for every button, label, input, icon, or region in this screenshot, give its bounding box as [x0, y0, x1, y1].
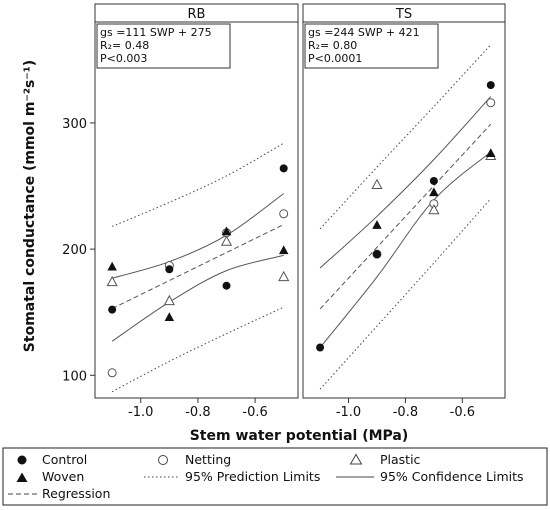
prediction-upper-line	[319, 44, 492, 230]
control-point	[372, 250, 381, 259]
x-axis-title: Stem water potential (MPa)	[190, 428, 409, 444]
woven-point	[372, 220, 382, 229]
x-tick-label: -0.8	[185, 405, 210, 420]
plot-frame	[302, 21, 506, 399]
plastic-point	[428, 203, 440, 215]
x-tick-label: -1.0	[336, 405, 361, 420]
control-point	[165, 265, 174, 274]
data-points	[316, 81, 497, 352]
stat-line: gs =111 SWP + 275	[100, 26, 212, 39]
plastic-point	[163, 294, 175, 306]
x-tick-label: -0.6	[450, 405, 475, 420]
plastic-point	[220, 235, 233, 246]
control-point	[279, 164, 288, 173]
y-tick-label: 300	[62, 117, 87, 132]
woven-point	[429, 187, 439, 197]
control-point	[486, 81, 495, 90]
legend: Control Netting Plastic Woven 95% Predic…	[2, 447, 548, 506]
legend-woven-marker	[16, 472, 28, 482]
legend-control-label: Control	[42, 452, 87, 467]
woven-point	[164, 312, 175, 321]
woven-point	[221, 226, 232, 236]
plastic-point	[106, 275, 118, 287]
y-tick-label: 200	[62, 243, 87, 258]
confidence-lower-line	[111, 254, 284, 342]
netting-point	[279, 209, 289, 219]
x-tick-label: -1.0	[128, 405, 153, 420]
legend-plastic-marker	[349, 453, 363, 465]
legend-frame	[2, 447, 548, 506]
x-axis: -1.0 -0.8 -0.6 -1.0 -0.8 -0.6	[128, 398, 475, 420]
prediction-upper-line	[112, 142, 284, 227]
stat-line: P<0.0001	[308, 52, 362, 65]
woven-point	[278, 245, 289, 255]
woven-point	[107, 261, 117, 271]
netting-point	[107, 368, 117, 378]
prediction-lower-line	[111, 306, 284, 393]
legend-woven-label: Woven	[42, 469, 84, 484]
control-point	[429, 176, 438, 185]
legend-control-marker	[17, 455, 27, 465]
woven-point	[486, 148, 496, 157]
stats-frame	[304, 23, 439, 69]
y-axis-title: Stomatal conductance (mmol m⁻²s⁻¹)	[22, 60, 38, 352]
strip-label: TS	[395, 7, 412, 22]
fit-lines	[319, 44, 492, 390]
legend-netting-label: Netting	[185, 452, 231, 467]
legend-prediction-label: 95% Prediction Limits	[185, 469, 320, 484]
stat-line: P<0.003	[100, 52, 147, 65]
stat-line: gs =244 SWP + 421	[308, 26, 420, 39]
strip-label: RB	[188, 7, 206, 22]
fit-lines	[111, 142, 284, 393]
x-tick-label: -0.6	[242, 405, 267, 420]
prediction-lower-line	[319, 198, 492, 390]
legend-confidence-label: 95% Confidence Limits	[380, 469, 524, 484]
control-point	[222, 281, 231, 290]
control-point	[108, 305, 117, 314]
plot-frame	[94, 21, 299, 399]
y-tick-label: 100	[62, 369, 87, 384]
legend-regression-label: Regression	[42, 486, 110, 501]
stat-line: R₂= 0.48	[100, 39, 149, 52]
legend-netting-marker	[158, 455, 168, 465]
data-points	[106, 164, 290, 378]
confidence-lower-line	[319, 151, 492, 348]
stat-line: R₂= 0.80	[308, 39, 357, 52]
confidence-upper-line	[112, 193, 284, 279]
regression-line	[319, 123, 492, 310]
stats-frame	[96, 23, 231, 69]
y-axis: 100 200 300	[62, 117, 95, 384]
control-point	[316, 343, 325, 352]
x-tick-label: -0.8	[393, 405, 418, 420]
legend-plastic-label: Plastic	[380, 452, 421, 467]
confidence-upper-line	[319, 96, 492, 269]
plastic-point	[278, 270, 290, 282]
plastic-point	[371, 178, 383, 190]
regression-line	[111, 224, 284, 309]
netting-point	[486, 98, 496, 108]
